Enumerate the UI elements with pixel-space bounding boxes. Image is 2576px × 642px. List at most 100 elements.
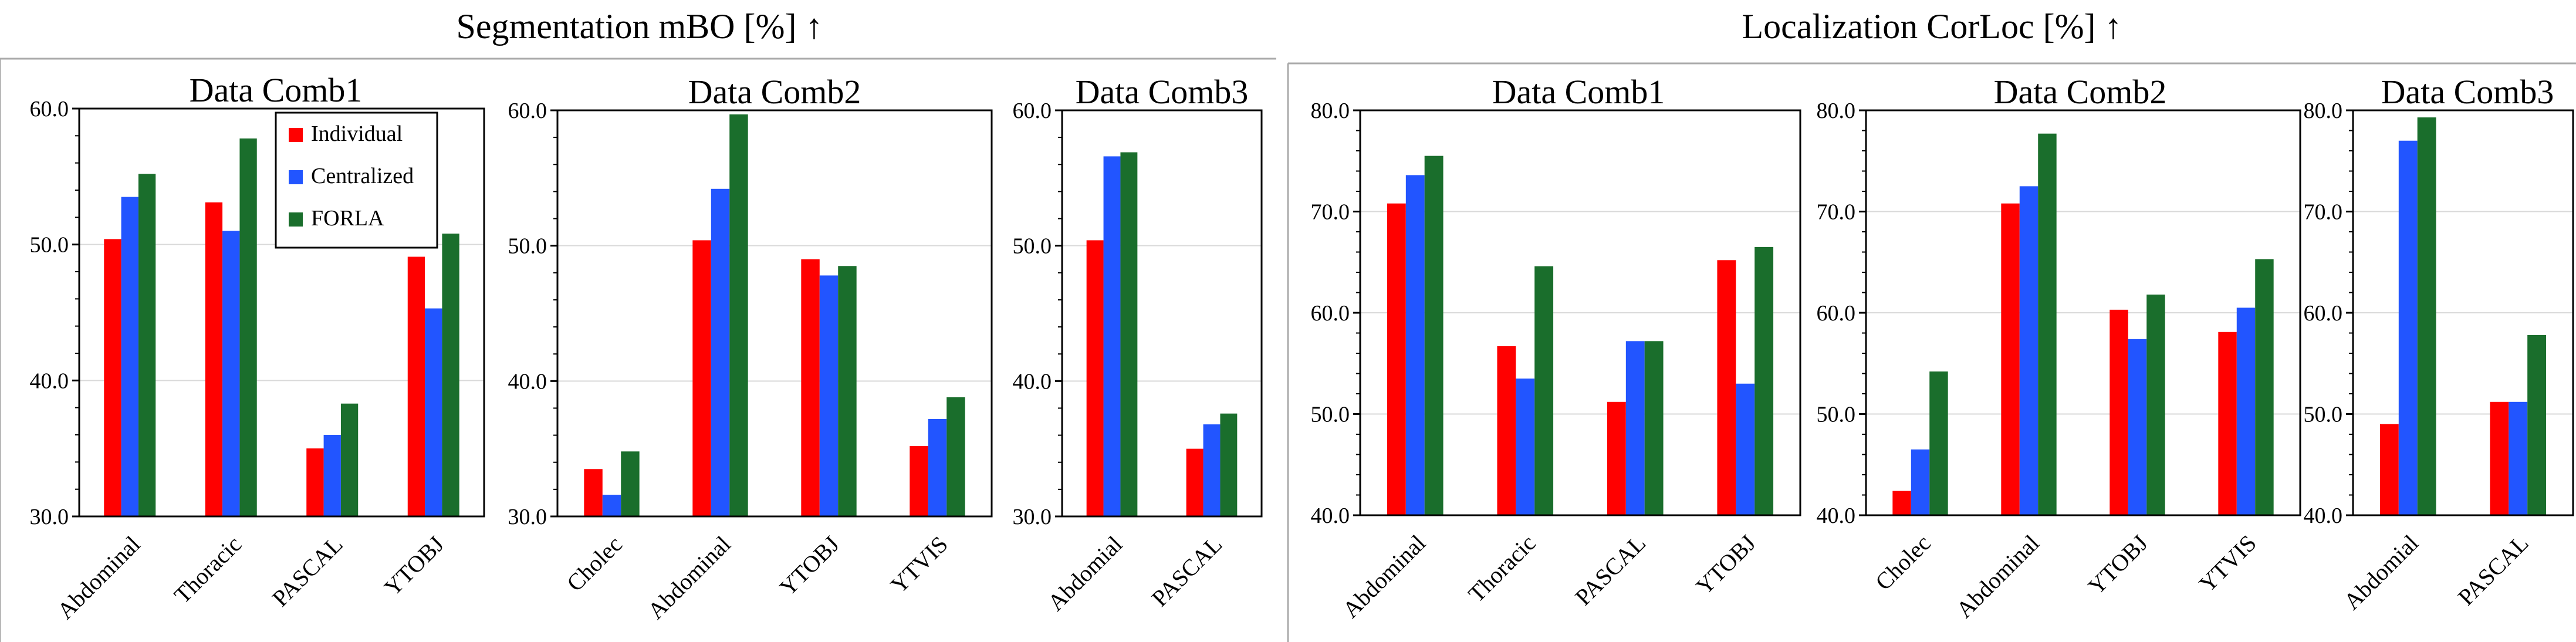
y-tick-label: 50.0 <box>1013 234 1052 259</box>
bar-individual <box>2379 424 2399 515</box>
bar-forla <box>1424 156 1443 515</box>
y-tick-label: 70.0 <box>2304 200 2343 225</box>
bar-individual <box>1387 203 1406 515</box>
bar-individual <box>2001 203 2020 515</box>
x-tick-label: PASCAL <box>267 531 348 612</box>
bar-forla <box>442 234 459 516</box>
bar-individual <box>910 446 928 516</box>
x-tick-label: YTOBJ <box>1691 530 1760 600</box>
x-tick-label: Cholec <box>562 531 627 597</box>
chart-panel: Abdomial PASCAL 30.0 40.0 50.0 60.0 Data Comb3 <box>1013 73 1263 616</box>
bar-individual <box>801 259 820 516</box>
bar-centralized <box>1203 424 1221 516</box>
bar-forla <box>2146 294 2165 515</box>
bar-forla <box>1220 413 1238 516</box>
bar-centralized <box>1405 175 1425 515</box>
bar-individual <box>407 256 425 516</box>
x-tick-label: Cholec <box>1870 530 1936 596</box>
x-tick-label: Thoracic <box>169 531 246 609</box>
bar-centralized <box>1736 383 1755 515</box>
bar-centralized <box>1625 341 1645 515</box>
bar-centralized <box>1911 449 1930 515</box>
bar-centralized <box>928 418 947 516</box>
bar-forla <box>1644 341 1664 515</box>
y-tick-label: 60.0 <box>508 99 547 123</box>
bar-individual <box>1497 346 1516 515</box>
bar-forla <box>946 397 965 516</box>
bar-centralized <box>1516 379 1535 515</box>
x-tick-label: PASCAL <box>1147 531 1228 612</box>
bar-centralized <box>602 495 621 516</box>
bar-forla <box>2255 259 2274 515</box>
panel-title: Data Comb3 <box>1076 73 1249 111</box>
bar-individual <box>1892 491 1911 515</box>
x-tick-label: YTOBJ <box>379 531 449 601</box>
bar-individual <box>104 239 121 516</box>
bar-centralized <box>711 188 730 517</box>
y-tick-label: 30.0 <box>30 505 69 529</box>
bar-forla <box>2038 133 2057 516</box>
chart-panel: Abdomial PASCAL 40.0 50.0 60.0 70.0 80.0 Data C… <box>2304 73 2574 614</box>
bar-forla <box>1120 152 1138 516</box>
bar-forla <box>1534 266 1554 515</box>
x-tick-label: Abdominal <box>1951 530 2044 623</box>
x-tick-label: YTVIS <box>885 531 953 599</box>
y-tick-label: 50.0 <box>2304 403 2343 427</box>
section-title-segmentation: Segmentation mBO [%] ↑ <box>456 7 823 46</box>
x-tick-label: PASCAL <box>1570 530 1651 611</box>
plot-frame <box>1061 109 1263 518</box>
bar-forla <box>2527 334 2547 515</box>
bar-individual <box>1607 401 1626 515</box>
bar-centralized <box>222 231 240 516</box>
chart-panel: Abdominal Thoracic PASCAL YTOBJ 30.0 40.0 50.0… <box>30 71 485 624</box>
y-tick-label: 60.0 <box>1311 301 1350 326</box>
panel-title: Data Comb1 <box>190 71 363 109</box>
panel-title: Data Comb2 <box>1994 73 2167 111</box>
y-tick-label: 50.0 <box>1817 403 1856 427</box>
section-title-localization: Localization CorLoc [%] ↑ <box>1742 7 2122 46</box>
legend-swatch-centralized <box>289 170 303 184</box>
bar-centralized <box>425 308 442 516</box>
y-tick-label: 40.0 <box>1013 369 1052 394</box>
bar-individual <box>1086 240 1104 516</box>
y-tick-label: 80.0 <box>2304 99 2343 123</box>
bar-individual <box>2490 401 2509 515</box>
chart-panel: Cholec Abdominal YTOBJ YTVIS 30.0 40.0 50.0 60.… <box>508 73 993 624</box>
x-tick-label: YTVIS <box>2194 530 2261 597</box>
x-tick-label: Abdomial <box>2338 530 2423 615</box>
y-tick-label: 50.0 <box>30 233 69 258</box>
y-tick-label: 50.0 <box>1311 403 1350 427</box>
legend-swatch-forla <box>289 212 303 227</box>
x-tick-label: YTOBJ <box>2083 530 2153 600</box>
x-tick-label: Abdominal <box>1337 530 1431 623</box>
x-tick-label: Abdomial <box>1042 531 1127 616</box>
y-tick-label: 60.0 <box>1013 99 1052 123</box>
bar-centralized <box>2509 401 2528 515</box>
bar-forla <box>1754 246 1774 515</box>
y-tick-label: 60.0 <box>30 97 69 121</box>
bar-centralized <box>323 435 341 516</box>
y-tick-label: 40.0 <box>2304 504 2343 528</box>
chart-panel: Cholec Abdominal YTOBJ YTVIS 40.0 50.0 60.0 70.… <box>1817 73 2301 623</box>
y-tick-label: 60.0 <box>1817 301 1856 326</box>
legend-swatch-individual <box>289 128 303 142</box>
bar-forla <box>138 174 156 516</box>
bar-forla <box>2417 117 2436 515</box>
plot-frame <box>556 109 993 518</box>
x-tick-label: YTOBJ <box>775 531 844 601</box>
y-tick-label: 70.0 <box>1311 200 1350 225</box>
bar-centralized <box>2128 339 2147 515</box>
bar-forla <box>239 138 257 516</box>
plot-frame <box>78 107 485 518</box>
x-tick-label: Abdominal <box>643 531 736 624</box>
legend-label-individual: Individual <box>311 121 403 146</box>
x-tick-label: PASCAL <box>2453 530 2534 611</box>
y-tick-label: 40.0 <box>508 369 547 394</box>
bar-individual <box>2218 332 2237 515</box>
bar-centralized <box>2236 308 2256 515</box>
y-tick-label: 60.0 <box>2304 301 2343 326</box>
y-tick-label: 80.0 <box>1311 99 1350 123</box>
bar-forla <box>729 114 748 517</box>
bar-centralized <box>2398 140 2418 515</box>
